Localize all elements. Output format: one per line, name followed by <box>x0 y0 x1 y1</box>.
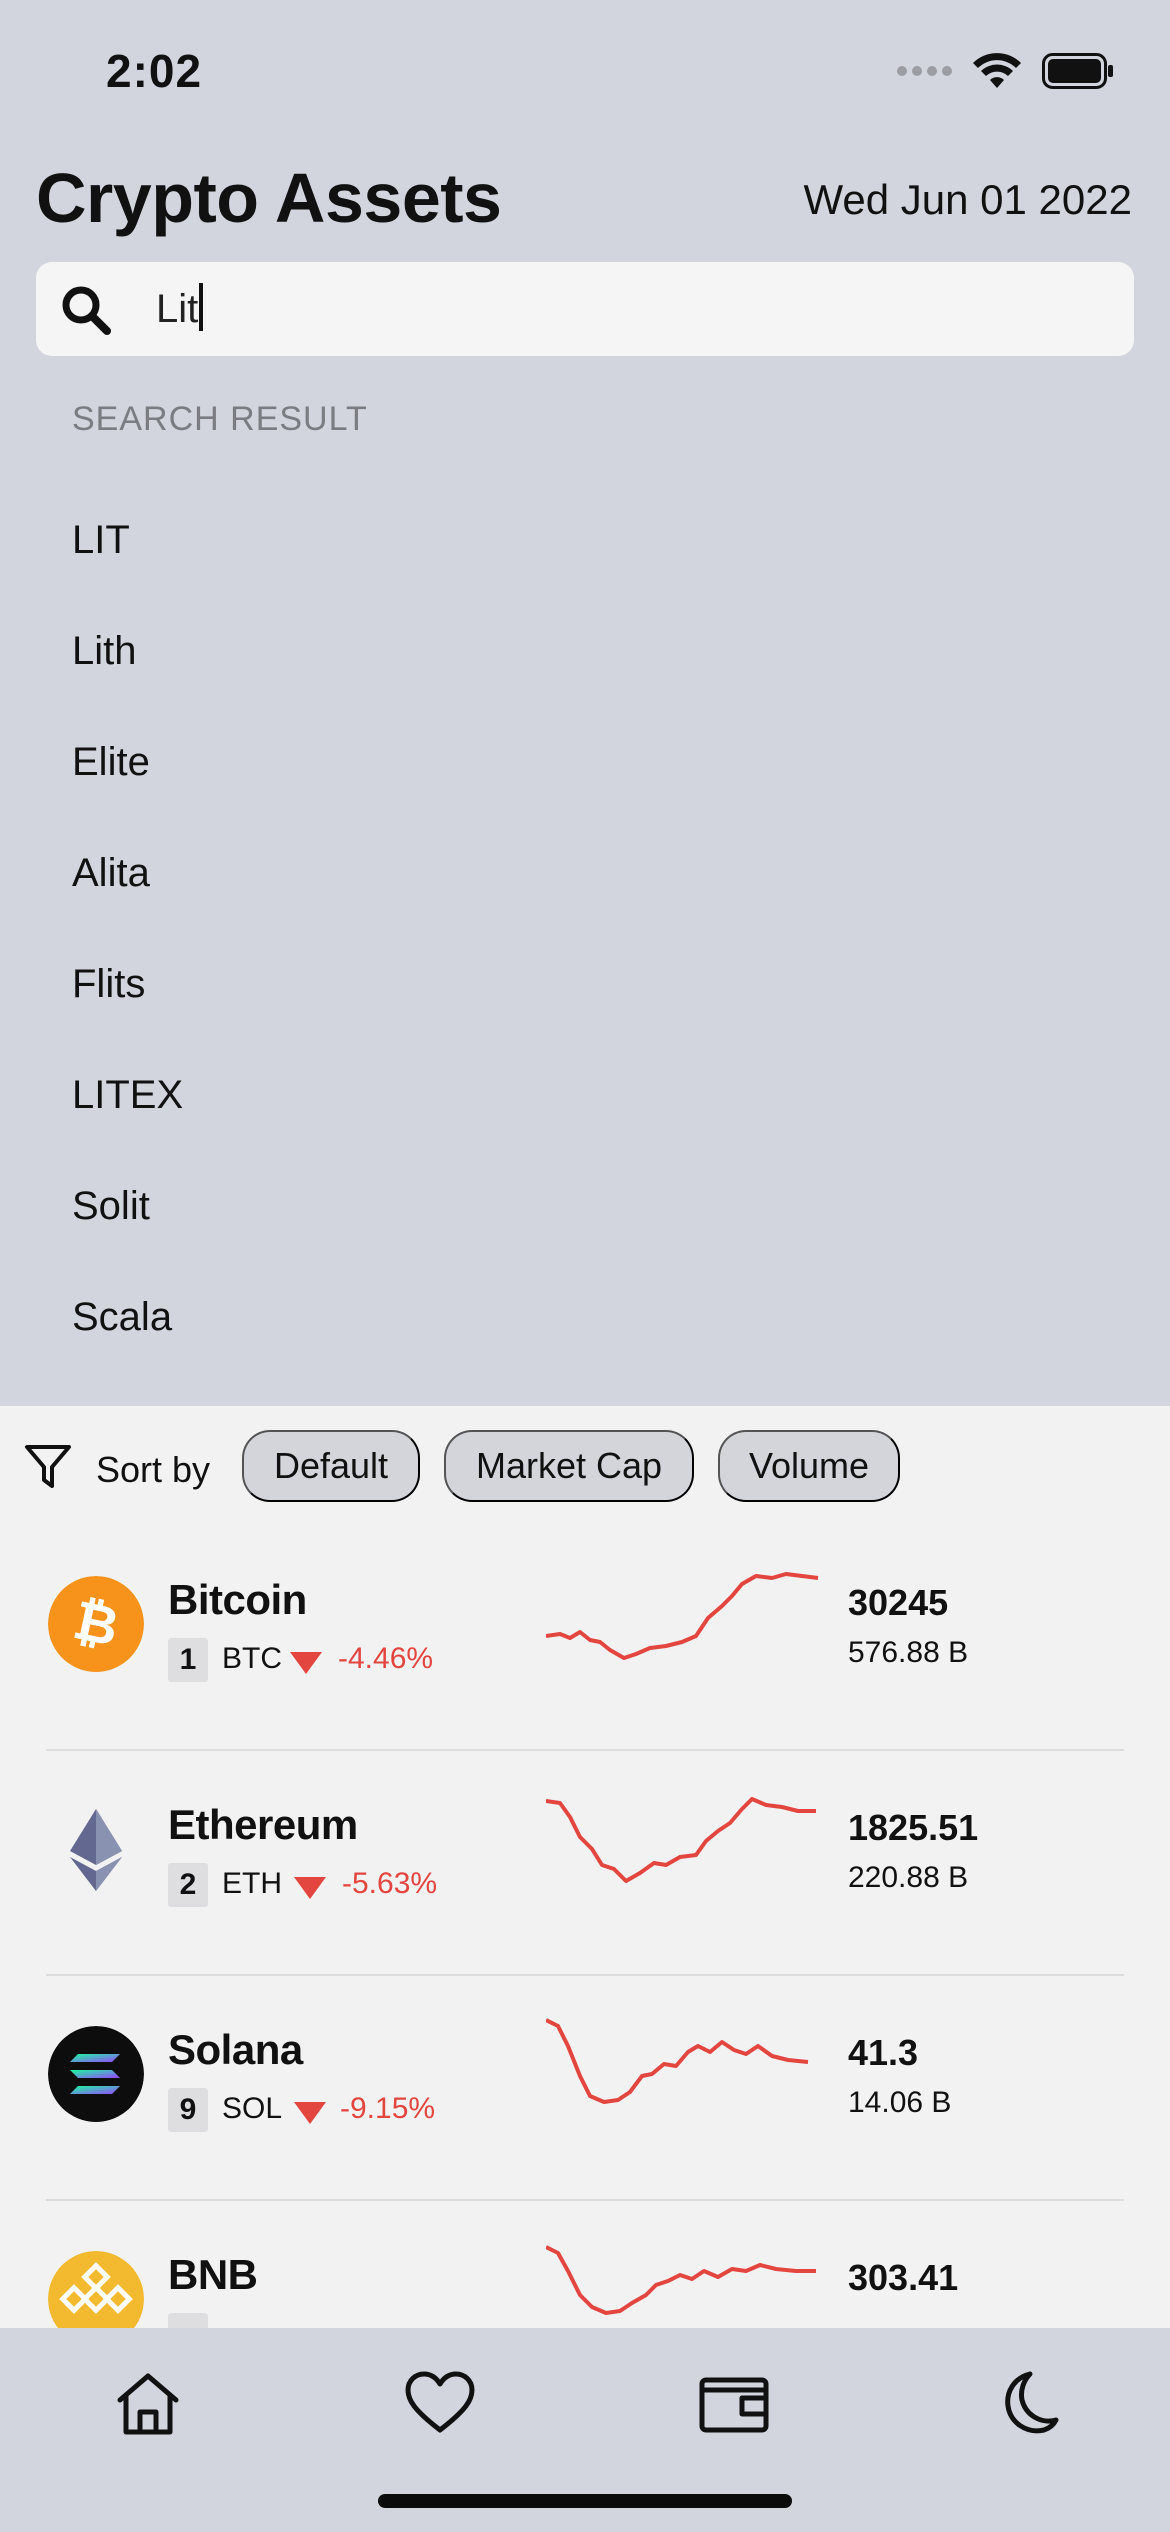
filter-icon[interactable] <box>24 1444 72 1490</box>
sparkline-chart <box>546 1572 819 1660</box>
ethereum-icon <box>70 1809 122 1891</box>
sparkline-chart <box>546 2245 816 2315</box>
bnb-icon <box>48 2251 144 2347</box>
sort-default-chip[interactable]: Default <box>242 1430 420 1502</box>
search-result-list: LIT Lith Elite Alita Flits LITEX Solit S… <box>72 508 1072 1396</box>
search-result-item[interactable]: Elite <box>72 740 150 784</box>
status-time: 2:02 <box>106 45 203 97</box>
asset-change: -4.46% <box>338 1642 434 1675</box>
asset-symbol: SOL <box>222 2092 283 2125</box>
asset-rank: 1 <box>168 1638 208 1682</box>
asset-row[interactable]: ₿ Bitcoin 1 BTC -4.46% 30245 576.88 B <box>46 1526 1124 1751</box>
price-down-icon <box>294 1877 326 1899</box>
sort-bar: Sort by Default Market Cap Volume <box>0 1406 1170 1526</box>
asset-price: 41.3 <box>848 2032 919 2073</box>
sort-label: Sort by <box>96 1449 211 1490</box>
search-input[interactable] <box>156 280 1096 338</box>
sparkline-chart <box>546 2018 809 2104</box>
wifi-icon <box>973 53 1021 88</box>
asset-rank: 2 <box>168 1863 208 1907</box>
search-icon <box>62 286 111 335</box>
search-result-item[interactable]: LIT <box>72 518 130 562</box>
page-title: Crypto Assets <box>36 159 502 237</box>
asset-price: 30245 <box>848 1582 949 1623</box>
home-icon[interactable] <box>112 2368 184 2440</box>
asset-price: 1825.51 <box>848 1807 979 1848</box>
home-indicator <box>378 2494 792 2508</box>
asset-change: -5.63% <box>342 1867 438 1900</box>
search-result-heading: SEARCH RESULT <box>72 400 368 438</box>
sort-market-cap-chip[interactable]: Market Cap <box>444 1430 694 1502</box>
current-date: Wed Jun 01 2022 <box>803 176 1132 223</box>
wallet-icon[interactable] <box>698 2368 770 2440</box>
sort-volume-chip[interactable]: Volume <box>718 1430 900 1502</box>
asset-symbol: BTC <box>222 1642 282 1675</box>
asset-rank: 9 <box>168 2088 208 2132</box>
battery-icon <box>1042 53 1113 89</box>
search-result-item[interactable]: Alita <box>72 851 150 895</box>
status-icons <box>897 52 1114 90</box>
bitcoin-icon: ₿ <box>48 1576 144 1672</box>
asset-name: Ethereum <box>168 1801 358 1848</box>
search-result-item[interactable]: Scala <box>72 1295 173 1339</box>
asset-market-cap: 576.88 B <box>848 1636 969 1669</box>
asset-row[interactable]: Ethereum 2 ETH -5.63% 1825.51 220.88 B <box>46 1751 1124 1976</box>
asset-symbol: ETH <box>222 1867 282 1900</box>
search-overlay: 2:02 Crypto Assets Wed Jun 01 2022 SEARC… <box>0 0 1170 1406</box>
moon-icon[interactable] <box>990 2368 1062 2440</box>
asset-change: -9.15% <box>340 2092 436 2125</box>
solana-icon <box>48 2026 144 2122</box>
search-result-item[interactable]: Lith <box>72 629 137 673</box>
cellular-signal-icon <box>897 66 952 76</box>
text-cursor <box>199 283 203 331</box>
asset-name: Solana <box>168 2026 303 2073</box>
asset-name: BNB <box>168 2251 258 2298</box>
asset-market-cap: 14.06 B <box>848 2086 952 2119</box>
asset-price: 303.41 <box>848 2257 959 2298</box>
sparkline-chart <box>546 1797 816 1883</box>
price-down-icon <box>294 2102 326 2124</box>
search-result-item[interactable]: Solit <box>72 1184 150 1228</box>
search-result-item[interactable]: LITEX <box>72 1073 184 1117</box>
asset-name: Bitcoin <box>168 1576 307 1623</box>
price-down-icon <box>290 1652 322 1674</box>
asset-row[interactable]: Solana 9 SOL -9.15% 41.3 14.06 B <box>46 1976 1124 2201</box>
heart-icon[interactable] <box>404 2368 476 2440</box>
search-bar[interactable] <box>36 262 1134 356</box>
asset-market-cap: 220.88 B <box>848 1861 969 1894</box>
search-result-item[interactable]: Flits <box>72 962 146 1006</box>
